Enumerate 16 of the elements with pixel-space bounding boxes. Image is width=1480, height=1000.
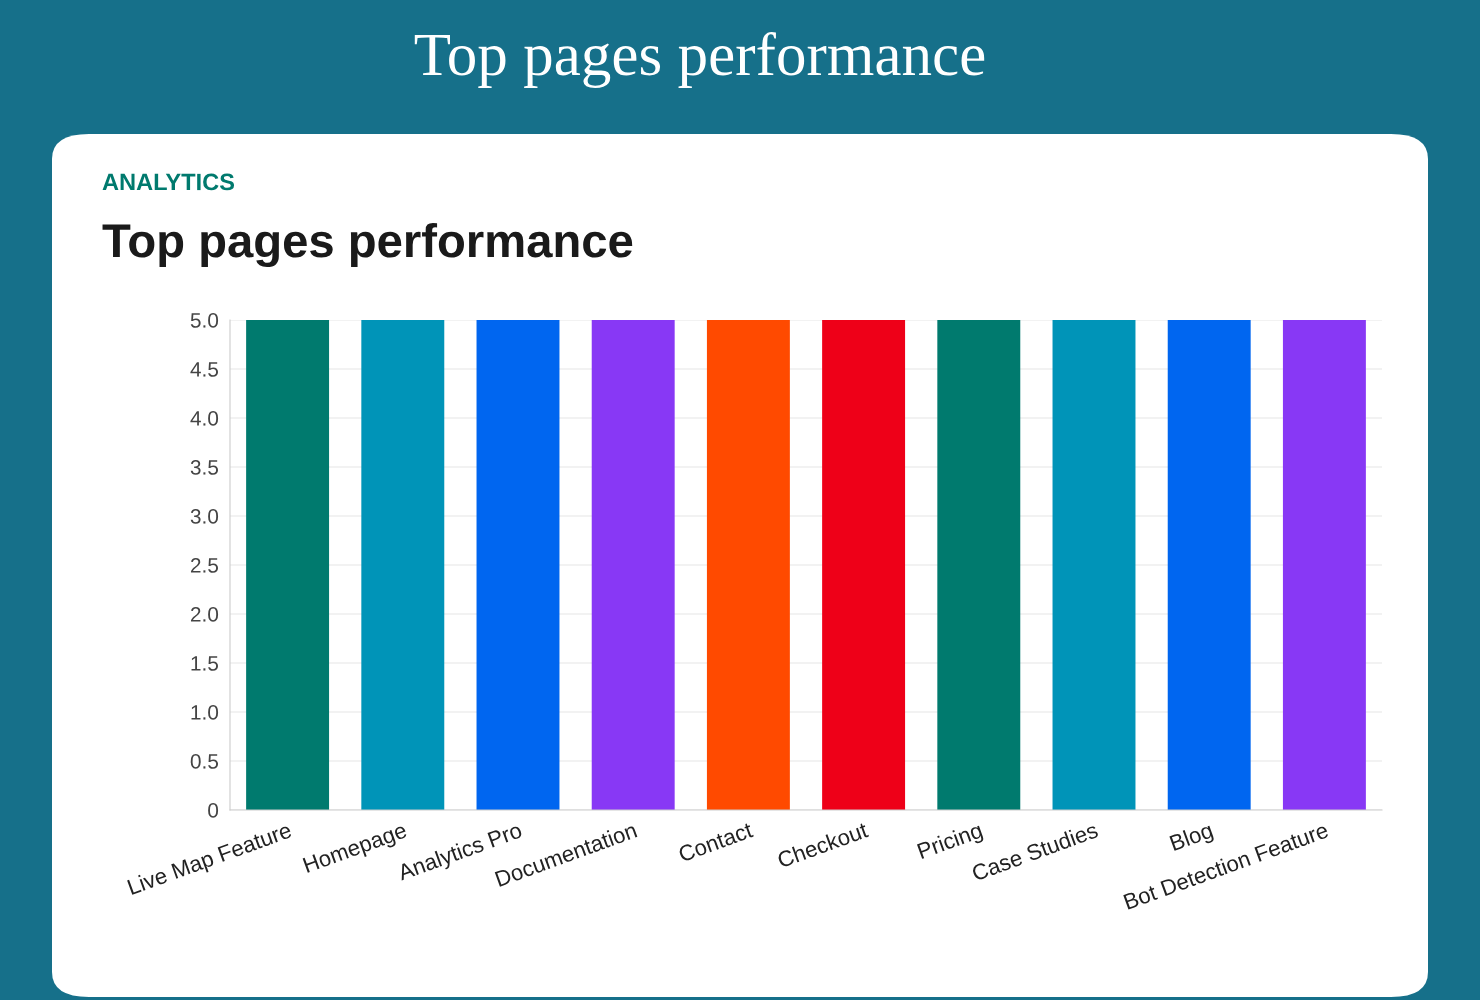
y-tick-label: 0.5	[190, 754, 219, 769]
y-tick-label: 0	[208, 803, 219, 818]
x-tick-label: Blog	[1169, 821, 1215, 856]
chart-title: Top pages performance	[414, 31, 985, 89]
text: Top pages performance	[102, 222, 633, 268]
chart-subtitle: ANALYTICS	[102, 173, 235, 191]
y-tick-label: 2.5	[190, 558, 219, 573]
x-tick-label: Live Map Feature	[126, 821, 294, 900]
y-tick-label: 1.5	[191, 656, 219, 671]
y-tick-label: 5.0	[190, 313, 219, 328]
y-tick-label: 3.0	[190, 509, 219, 524]
y-tick-label: 2.0	[190, 607, 219, 622]
y-tick-label: 1.0	[191, 705, 219, 720]
y-tick-label: 4.5	[190, 362, 219, 377]
y-tick-label: 3.5	[190, 460, 219, 475]
y-tick-label: 4.0	[190, 411, 219, 426]
